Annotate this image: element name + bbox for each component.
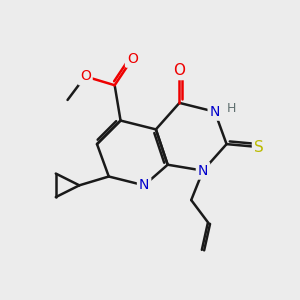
Text: N: N [139, 178, 149, 192]
Text: N: N [198, 164, 208, 178]
Text: O: O [80, 69, 91, 83]
Text: H: H [226, 102, 236, 115]
Text: O: O [173, 63, 185, 78]
Text: N: N [210, 105, 220, 119]
Text: O: O [127, 52, 138, 66]
Text: S: S [254, 140, 264, 154]
